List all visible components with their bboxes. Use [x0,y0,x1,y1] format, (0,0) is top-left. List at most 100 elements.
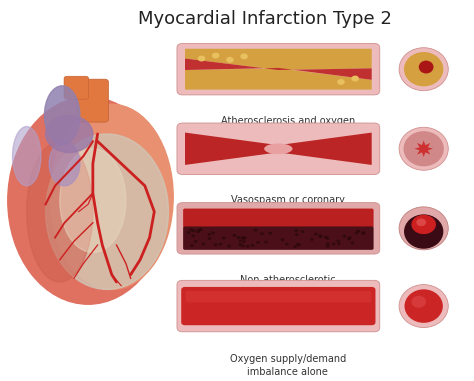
Circle shape [281,238,284,241]
Circle shape [226,57,234,63]
Circle shape [295,233,299,236]
Ellipse shape [404,215,443,249]
Circle shape [337,242,341,245]
Circle shape [237,236,240,239]
Ellipse shape [411,296,426,308]
Ellipse shape [264,143,292,154]
Circle shape [293,245,297,248]
Ellipse shape [403,131,444,166]
Circle shape [199,228,203,231]
Circle shape [192,229,195,232]
Polygon shape [414,141,433,157]
Ellipse shape [399,207,448,250]
Circle shape [351,242,355,245]
Circle shape [191,234,195,237]
Polygon shape [185,133,273,165]
Circle shape [212,53,219,59]
Circle shape [242,237,246,240]
Ellipse shape [411,215,436,234]
FancyBboxPatch shape [183,208,374,228]
Circle shape [254,229,257,232]
FancyBboxPatch shape [177,280,380,332]
FancyBboxPatch shape [177,203,380,254]
Polygon shape [185,68,372,90]
Circle shape [243,237,246,240]
Circle shape [194,240,198,243]
Circle shape [264,241,268,243]
Ellipse shape [46,115,93,152]
Circle shape [208,237,211,240]
Circle shape [310,238,314,241]
Polygon shape [185,49,372,70]
Ellipse shape [12,126,41,186]
Circle shape [294,229,298,232]
Text: Myocardial Infarction Type 2: Myocardial Infarction Type 2 [138,10,392,28]
Circle shape [190,244,194,247]
Circle shape [260,232,264,235]
FancyBboxPatch shape [183,226,374,250]
Circle shape [356,230,360,232]
Polygon shape [283,133,372,165]
Circle shape [362,232,365,235]
Circle shape [314,233,318,235]
Ellipse shape [50,104,173,290]
Circle shape [242,240,246,243]
Circle shape [351,75,359,82]
FancyBboxPatch shape [181,287,375,325]
Circle shape [240,53,248,59]
Circle shape [268,232,272,235]
Text: Vasospasm or coronary
microvascular dysfunction: Vasospasm or coronary microvascular dysf… [224,195,352,218]
Circle shape [219,243,222,246]
Circle shape [233,234,237,237]
Circle shape [326,242,330,245]
Circle shape [319,235,322,238]
Text: Oxygen supply/demand
imbalance alone: Oxygen supply/demand imbalance alone [230,354,346,377]
Circle shape [251,244,255,247]
Ellipse shape [45,86,80,145]
Polygon shape [185,59,372,80]
Circle shape [343,235,346,238]
Circle shape [238,243,242,246]
Circle shape [241,237,245,239]
Circle shape [238,239,242,242]
Ellipse shape [399,127,448,170]
Circle shape [296,243,300,246]
Ellipse shape [399,48,448,91]
Circle shape [337,79,345,85]
Circle shape [214,243,218,246]
FancyBboxPatch shape [177,123,380,174]
Circle shape [285,243,289,246]
Circle shape [297,243,301,247]
Circle shape [326,245,329,248]
Circle shape [348,236,352,239]
Circle shape [347,237,351,240]
Circle shape [241,244,245,247]
Circle shape [211,231,215,234]
Ellipse shape [46,134,168,290]
Circle shape [256,241,260,244]
Circle shape [326,237,329,240]
Circle shape [197,229,201,232]
Circle shape [332,243,336,246]
Text: Atherosclerosis and oxygen
supply/demand imbalance: Atherosclerosis and oxygen supply/demand… [221,115,355,138]
FancyBboxPatch shape [185,291,371,303]
Ellipse shape [8,97,168,304]
Circle shape [355,231,358,234]
Text: Non-atherosclerotic
coronary dissection: Non-atherosclerotic coronary dissection [240,275,336,298]
Circle shape [336,240,340,242]
Circle shape [198,56,205,61]
Ellipse shape [416,218,426,226]
Circle shape [227,245,231,248]
Circle shape [318,234,322,237]
Ellipse shape [49,141,80,186]
Ellipse shape [419,61,434,74]
Circle shape [201,242,205,245]
FancyBboxPatch shape [77,79,109,122]
Circle shape [301,230,304,233]
Circle shape [361,231,365,234]
Circle shape [222,237,226,240]
Circle shape [324,236,328,239]
Ellipse shape [404,289,443,323]
Circle shape [186,231,190,234]
FancyBboxPatch shape [177,43,380,95]
